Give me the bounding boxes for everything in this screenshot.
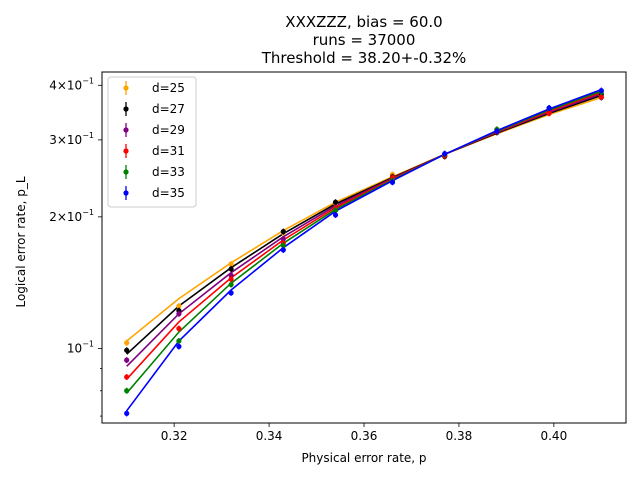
y-tick-base: 4×10 (49, 78, 82, 92)
data-point (228, 266, 234, 272)
x-axis-label: Physical error rate, p (301, 451, 426, 465)
legend-label: d=31 (152, 144, 185, 158)
legend-marker (123, 169, 129, 175)
fit-curve-d=35 (126, 88, 602, 412)
data-point (228, 281, 234, 288)
y-tick-label: 4×10−1 (49, 76, 94, 92)
data-point (598, 87, 604, 94)
chart-title-line-2: runs = 37000 (313, 31, 416, 49)
legend-entry: d=29 (123, 123, 185, 137)
fit-curve-d=27 (126, 94, 602, 355)
axes-frame (101, 71, 627, 424)
data-point (124, 388, 130, 394)
chart-title-line-1: XXXZZZ, bias = 60.0 (285, 13, 442, 31)
y-tick-exponent: −1 (82, 208, 94, 217)
legend-entry: d=35 (123, 186, 185, 200)
legend-entry: d=31 (123, 144, 185, 158)
data-point (124, 340, 130, 346)
legend-box (107, 76, 197, 208)
data-point (332, 212, 339, 218)
legend: d=25 d=27 d=29 d=31 d=33 d=35 (107, 76, 197, 208)
x-tick-label: 0.38 (446, 429, 473, 443)
y-tick-label: 10−1 (67, 339, 94, 355)
y-tick-exponent: −1 (82, 131, 94, 140)
plot-area: 0.32 0.34 0.36 0.38 0.4010−12×10−13×10−14×10… (49, 71, 627, 443)
y-tick-label: 2×10−1 (49, 208, 94, 224)
y-tick-exponent: −1 (82, 76, 94, 85)
y-tick-base: 10 (67, 341, 82, 355)
y-tick-label: 3×10−1 (49, 131, 94, 147)
data-point (124, 347, 130, 353)
data-point (176, 303, 182, 309)
legend-label: d=33 (152, 165, 185, 179)
data-point (280, 247, 286, 253)
legend-entry: d=33 (123, 165, 185, 179)
data-point (280, 229, 286, 235)
data-point (228, 276, 234, 282)
y-tick-exponent: −1 (82, 339, 94, 348)
x-tick-label: 0.32 (161, 429, 188, 443)
legend-label: d=27 (152, 102, 185, 116)
data-point (389, 179, 396, 185)
data-point (546, 105, 552, 111)
data-point (546, 110, 552, 116)
legend-marker (123, 106, 129, 112)
x-tick-label: 0.34 (256, 429, 283, 443)
data-point (228, 290, 234, 296)
data-point (598, 94, 604, 100)
legend-marker (123, 190, 129, 196)
y-tick-base: 2×10 (49, 210, 82, 224)
legend-entry: d=25 (123, 81, 185, 95)
data-point (176, 343, 182, 350)
data-point (228, 261, 234, 267)
legend-label: d=29 (152, 123, 185, 137)
data-point (228, 272, 234, 278)
legend-marker (123, 127, 129, 133)
legend-marker (123, 85, 129, 91)
data-point (280, 242, 286, 249)
data-point (176, 311, 182, 317)
x-tick-label: 0.40 (540, 429, 567, 443)
data-point (332, 199, 339, 205)
y-axis-label: Logical error rate, p_L (14, 176, 28, 307)
chart-title-line-3: Threshold = 38.20+-0.32% (261, 49, 467, 67)
data-point (124, 374, 130, 380)
legend-marker (123, 148, 129, 154)
x-tick-label: 0.36 (351, 429, 378, 443)
legend-label: d=35 (152, 186, 185, 200)
data-point (332, 207, 339, 213)
data-point (442, 151, 448, 157)
data-point (494, 128, 500, 134)
data-point (176, 338, 182, 344)
data-point (124, 410, 130, 417)
legend-label: d=25 (152, 81, 185, 95)
data-point (280, 236, 286, 242)
data-point (176, 325, 182, 332)
y-tick-base: 3×10 (49, 133, 82, 147)
data-point (124, 357, 130, 363)
legend-entry: d=27 (123, 102, 185, 116)
